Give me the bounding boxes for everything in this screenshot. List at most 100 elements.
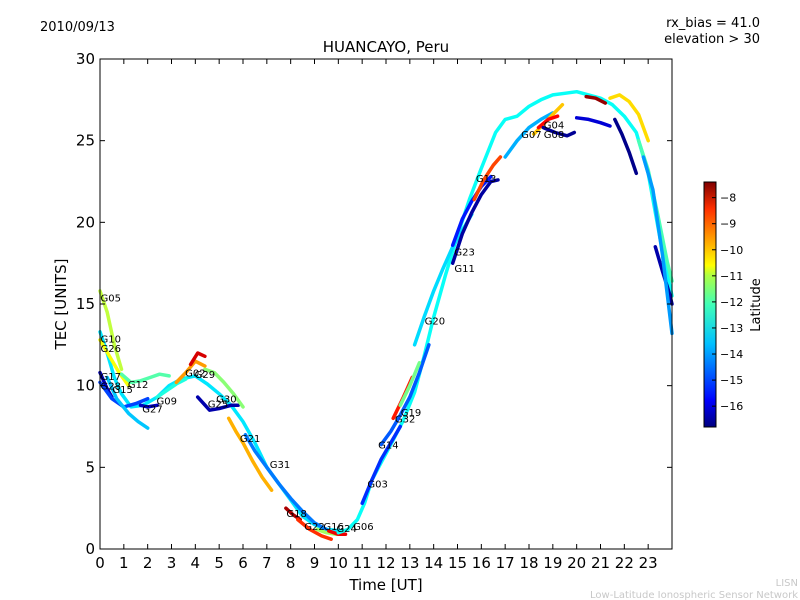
y-tick-label: 0: [85, 540, 95, 558]
series-G14: [379, 343, 431, 447]
satellite-label-G05: G05: [101, 293, 121, 304]
y-axis-label: TEC [UNITS]: [52, 259, 70, 351]
satellite-label-G02: G02: [185, 369, 205, 380]
series-G01: [541, 125, 577, 138]
colorbar-ticks: −8 −9 −10 −11 −12 −13 −14 −15 −16: [712, 192, 743, 413]
series-layer: [98, 89, 674, 541]
satellite-label-G20: G20: [425, 316, 445, 327]
y-tick-label: 25: [76, 132, 95, 150]
satellite-label-G31: G31: [270, 460, 290, 471]
series-G10: [98, 330, 345, 533]
x-tick-label: 14: [424, 554, 443, 572]
y-tick-label: 5: [85, 458, 95, 476]
satellite-label-G15: G15: [112, 385, 132, 396]
x-tick-label: 8: [286, 554, 296, 572]
series-G15: [105, 375, 150, 430]
series-G34: [584, 94, 608, 105]
y-tick-label: 30: [76, 50, 95, 68]
series-G02: [174, 359, 207, 385]
series-G31: [243, 432, 329, 532]
x-tick-label: 1: [119, 554, 129, 572]
satellite-label-G21: G21: [240, 434, 260, 445]
series-G19: [398, 361, 422, 408]
x-tick-label: 22: [615, 554, 634, 572]
x-tick-label: 7: [262, 554, 272, 572]
series-G35: [608, 93, 650, 143]
x-tick-label: 4: [191, 554, 201, 572]
x-tick-label: 23: [639, 554, 658, 572]
satellite-label-G30: G30: [216, 395, 236, 406]
satellite-label-G08: G08: [544, 130, 564, 141]
colorbar-tick-label: −9: [720, 218, 736, 231]
x-tick-label: 6: [238, 554, 248, 572]
lisn-full-label: Low-Latitude Ionospheric Sensor Network: [590, 590, 798, 600]
satellite-label-G23: G23: [454, 248, 474, 259]
x-tick-label: 5: [214, 554, 224, 572]
satellite-label-G10: G10: [101, 334, 121, 345]
series-G22: [296, 517, 333, 541]
satellite-label-G11: G11: [454, 264, 474, 275]
series-G03: [360, 424, 403, 506]
x-tick-label: 2: [143, 554, 153, 572]
x-tick-label: 15: [448, 554, 467, 572]
series-G12: [119, 372, 171, 385]
series-G13: [472, 155, 503, 202]
lisn-label: LISN: [776, 578, 798, 589]
colorbar-tick-label: −14: [720, 348, 743, 361]
x-tick-label: 21: [591, 554, 610, 572]
colorbar-tick-label: −10: [720, 244, 743, 257]
satellite-label-G06: G06: [353, 522, 373, 533]
colorbar-label: Latitude: [749, 278, 764, 332]
y-tick-label: 20: [76, 213, 95, 231]
x-tick-label: 18: [519, 554, 538, 572]
x-tick-label: 19: [543, 554, 562, 572]
x-tick-label: 13: [400, 554, 419, 572]
chart-title: HUANCAYO, Peru: [323, 38, 449, 56]
series-G11: [450, 178, 500, 265]
satellite-label-G17: G17: [101, 372, 121, 383]
satellite-label-G19: G19: [401, 408, 421, 419]
series-G05: [98, 289, 124, 372]
x-axis: 0 1 2 3 4 5 6 7 8 9 10 11 12 13 14 15 16 17 18 19 20 21 22 23: [95, 59, 658, 572]
colorbar-tick-label: −8: [720, 192, 736, 205]
satellite-label-G04: G04: [544, 120, 564, 131]
series-G09: [155, 377, 188, 399]
series-G29: [188, 351, 207, 367]
elevation-label: elevation > 30: [664, 32, 760, 47]
colorbar-tick-label: −16: [720, 400, 743, 413]
series-G39: [641, 155, 674, 336]
series-G36: [613, 117, 639, 176]
series-G26: [98, 338, 131, 388]
satellite-label-G27: G27: [142, 405, 162, 416]
y-axis: 0 5 10 15 20 25 30: [76, 50, 672, 558]
x-tick-label: 0: [95, 554, 105, 572]
x-tick-label: 17: [496, 554, 515, 572]
colorbar: [703, 181, 717, 428]
series-G27: [138, 403, 159, 409]
colorbar-tick-label: −13: [720, 322, 743, 335]
rx-bias-label: rx_bias = 41.0: [666, 16, 760, 31]
satellite-label-G28: G28: [101, 382, 121, 393]
x-tick-label: 12: [376, 554, 395, 572]
series-G33: [574, 116, 612, 128]
series-G30: [203, 367, 245, 409]
x-tick-label: 20: [567, 554, 586, 572]
x-tick-label: 3: [167, 554, 177, 572]
satellite-label-G24: G24: [336, 524, 356, 535]
colorbar-tick-label: −15: [720, 374, 743, 387]
satellite-label-G29: G29: [195, 370, 215, 381]
satellite-label-G22: G22: [304, 522, 324, 533]
x-tick-label: 11: [353, 554, 372, 572]
x-tick-label: 10: [329, 554, 348, 572]
x-axis-label: Time [UT]: [348, 576, 422, 594]
satellite-label-G18: G18: [286, 509, 306, 520]
satellite-label-G16: G16: [323, 522, 343, 533]
series-G08: [536, 114, 560, 130]
series-G21: [226, 416, 274, 492]
series-G25: [195, 395, 240, 412]
satellite-label-G03: G03: [367, 480, 387, 491]
x-tick-label: 16: [472, 554, 491, 572]
